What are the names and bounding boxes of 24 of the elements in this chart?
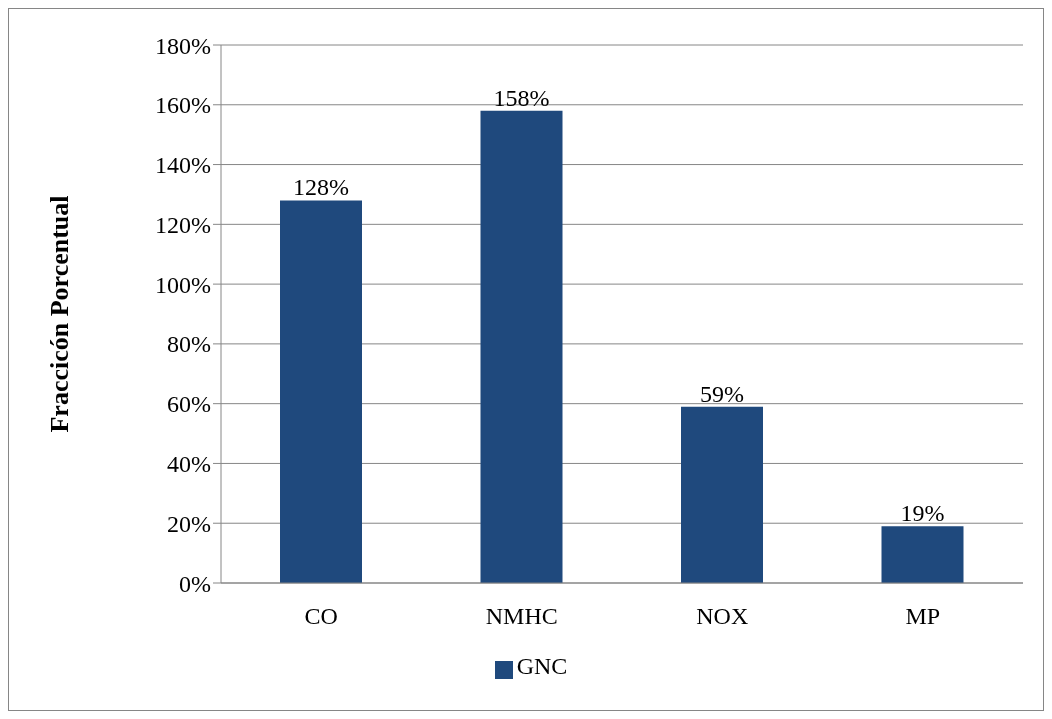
data-label: 19% [900,500,945,527]
legend-label: GNC [516,653,568,679]
bar [681,406,763,583]
bar [280,200,362,583]
data-label: 128% [293,174,349,201]
y-tick-label: 180% [155,32,211,59]
y-axis-title: Fraccicón Porcentual [45,195,75,433]
y-tick-label: 20% [167,510,211,537]
y-tick-label: 80% [167,331,211,358]
y-tick-label: 120% [155,211,211,238]
data-label: 158% [493,84,550,111]
data-label: 59% [700,380,744,407]
y-tick-label: 160% [155,92,211,119]
x-tick-label: NMHC [485,603,558,630]
x-tick-label: CO [304,603,338,630]
y-tick-label: 60% [167,391,211,418]
bar [480,110,563,583]
x-tick-label: MP [905,603,941,630]
y-tick-label: 100% [155,271,211,298]
bar [881,526,964,583]
y-tick-label: 0% [179,570,211,597]
y-tick-label: 40% [167,450,211,477]
x-tick-label: NOX [696,603,749,630]
y-tick-label: 140% [155,152,211,179]
